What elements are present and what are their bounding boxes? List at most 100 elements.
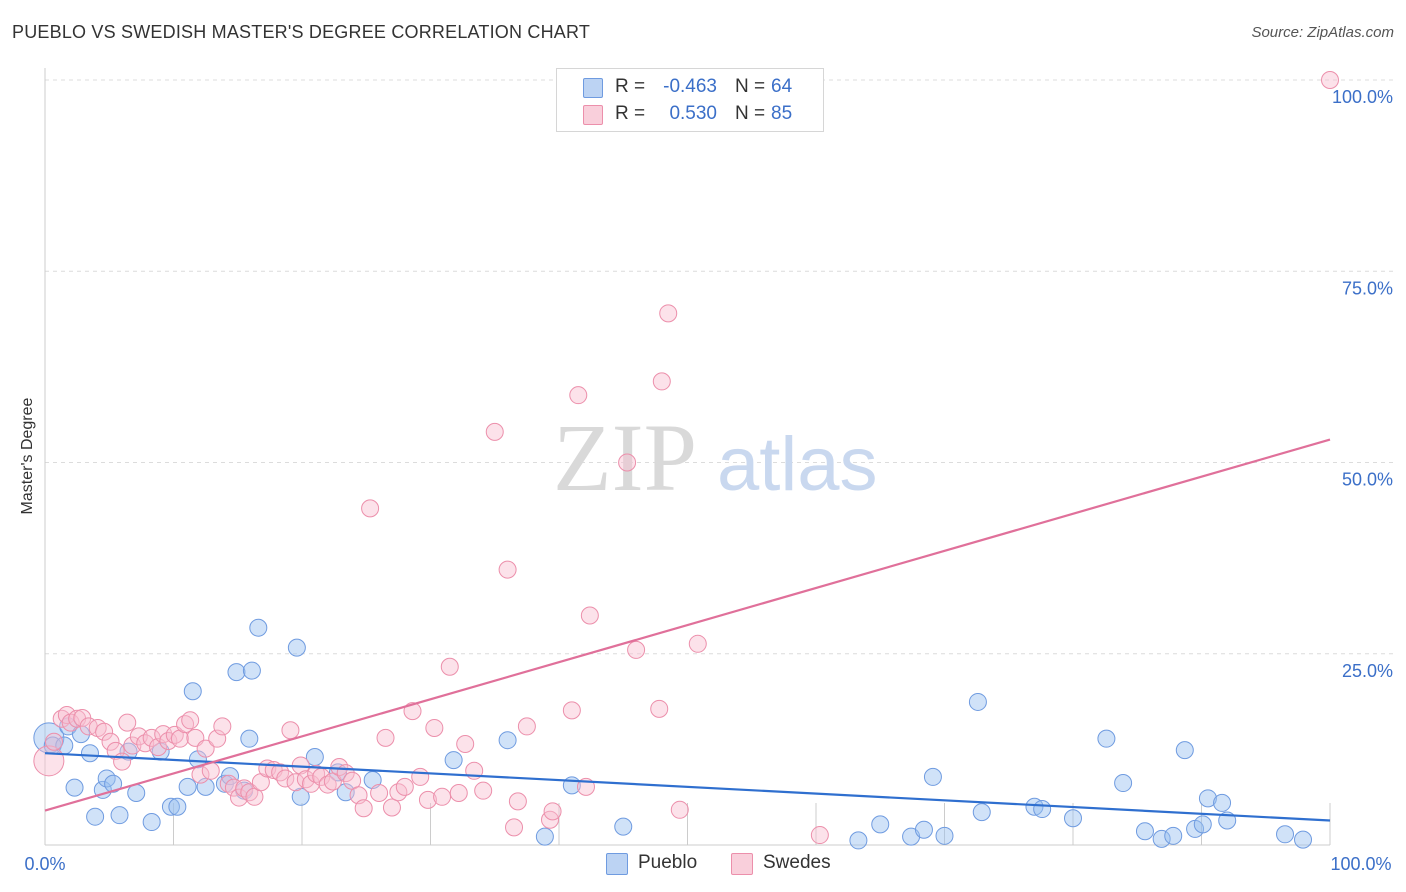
swedes-point bbox=[498, 560, 517, 579]
pueblo-point bbox=[80, 744, 99, 763]
pueblo-point bbox=[65, 778, 84, 797]
legend-r-value: -0.463 bbox=[663, 76, 717, 97]
swedes-point bbox=[670, 800, 689, 819]
swedes-point bbox=[418, 790, 437, 809]
pueblo-legend-swatch-icon bbox=[606, 853, 628, 875]
pueblo-point bbox=[1175, 741, 1194, 760]
swedes-point bbox=[129, 727, 148, 746]
pueblo-point bbox=[1198, 789, 1217, 808]
swedes-point bbox=[456, 735, 475, 754]
legend-row-swedes: R = 0.530 N = 85 bbox=[557, 102, 823, 128]
pueblo-point bbox=[161, 797, 180, 816]
pueblo-point bbox=[968, 692, 987, 711]
legend-r-label: R = bbox=[615, 103, 646, 124]
pueblo-point bbox=[1152, 829, 1171, 848]
x-tick-label: 100.0% bbox=[1330, 854, 1391, 874]
swedes-point bbox=[508, 792, 527, 811]
pueblo-point bbox=[444, 751, 463, 770]
swedes-point bbox=[449, 783, 468, 802]
pueblo-point bbox=[178, 777, 197, 796]
pueblo-point bbox=[168, 797, 187, 816]
swedes-point bbox=[361, 499, 380, 518]
pueblo-point bbox=[183, 682, 202, 701]
pueblo-point bbox=[935, 826, 954, 845]
trend-layer bbox=[44, 438, 1331, 822]
swedes-point bbox=[411, 767, 430, 786]
pueblo-point bbox=[614, 817, 633, 836]
legend-r-label: R = bbox=[615, 76, 646, 97]
source-credit: Source: ZipAtlas.com bbox=[1251, 24, 1394, 41]
swedes-point bbox=[101, 732, 120, 751]
legend-n-value: 85 bbox=[771, 103, 793, 124]
swedes-point bbox=[474, 781, 493, 800]
swedes-point bbox=[485, 422, 504, 441]
swedes-point bbox=[106, 741, 125, 760]
pueblo-point bbox=[849, 831, 868, 850]
swedes-point bbox=[505, 818, 524, 837]
bottom-legend-label: Swedes bbox=[763, 852, 831, 873]
legend-n-value: 64 bbox=[771, 76, 793, 97]
x-tick-label: 0.0% bbox=[24, 854, 65, 874]
pueblo-point bbox=[1135, 822, 1154, 841]
pueblo-point bbox=[240, 729, 259, 748]
swedes-point bbox=[286, 773, 305, 792]
swedes-point bbox=[627, 640, 646, 659]
pueblo-point bbox=[287, 638, 306, 657]
swedes-point bbox=[652, 372, 671, 391]
swedes-point bbox=[44, 732, 63, 751]
pueblo-point bbox=[871, 815, 890, 834]
pueblo-point bbox=[363, 770, 382, 789]
pueblo-point bbox=[291, 787, 310, 806]
pueblo-point bbox=[249, 618, 268, 637]
pueblo-point bbox=[86, 807, 105, 826]
pueblo-point bbox=[142, 813, 161, 832]
swedes-point bbox=[271, 763, 290, 782]
swedes-point bbox=[433, 787, 452, 806]
swedes-point bbox=[113, 752, 132, 771]
pueblo-point bbox=[1193, 815, 1212, 834]
swedes-swatch-icon bbox=[583, 105, 603, 125]
swedes-point bbox=[650, 699, 669, 718]
pueblo-point bbox=[923, 767, 942, 786]
swedes-point bbox=[307, 764, 326, 783]
swedes-point bbox=[395, 777, 414, 796]
pueblo-point bbox=[1276, 825, 1295, 844]
pueblo-point bbox=[535, 827, 554, 846]
pueblo-point bbox=[71, 725, 90, 744]
swedes-point bbox=[425, 718, 444, 737]
swedes-point bbox=[318, 775, 337, 794]
pueblo-point bbox=[1294, 830, 1313, 849]
pueblo-point bbox=[1033, 800, 1052, 819]
swedes-point bbox=[354, 799, 373, 818]
swedes-point bbox=[196, 739, 215, 758]
pueblo-point bbox=[498, 731, 517, 750]
swedes-point bbox=[580, 606, 599, 625]
stats-legend: R = -0.463 N = 64 R = 0.530 N = 85 bbox=[556, 68, 824, 132]
pueblo-point bbox=[110, 806, 129, 825]
swedes-point bbox=[618, 453, 637, 472]
watermark: ZIP atlas bbox=[553, 404, 878, 511]
y-tick-label: 75.0% bbox=[1342, 278, 1393, 298]
swedes-legend-swatch-icon bbox=[731, 853, 753, 875]
swedes-point bbox=[543, 802, 562, 821]
swedes-point bbox=[276, 769, 295, 788]
pueblo-point bbox=[242, 661, 261, 680]
pueblo-point bbox=[188, 750, 207, 769]
grid-layer bbox=[45, 79, 1395, 655]
swedes-point bbox=[382, 798, 401, 817]
swedes-point bbox=[370, 783, 389, 802]
legend-n-label: N = bbox=[735, 76, 766, 97]
swedes-point bbox=[33, 745, 65, 777]
swedes-point bbox=[659, 304, 678, 323]
pueblo-point bbox=[1164, 826, 1183, 845]
swedes-point bbox=[213, 717, 232, 736]
pueblo-point bbox=[972, 803, 991, 822]
pueblo-point bbox=[1064, 809, 1082, 828]
swedes-point bbox=[810, 826, 829, 845]
swedes-point bbox=[281, 721, 300, 740]
pueblo-point bbox=[1097, 729, 1116, 748]
swedes-point bbox=[440, 657, 459, 676]
swedes-point bbox=[118, 713, 137, 732]
swedes-point bbox=[562, 701, 581, 720]
